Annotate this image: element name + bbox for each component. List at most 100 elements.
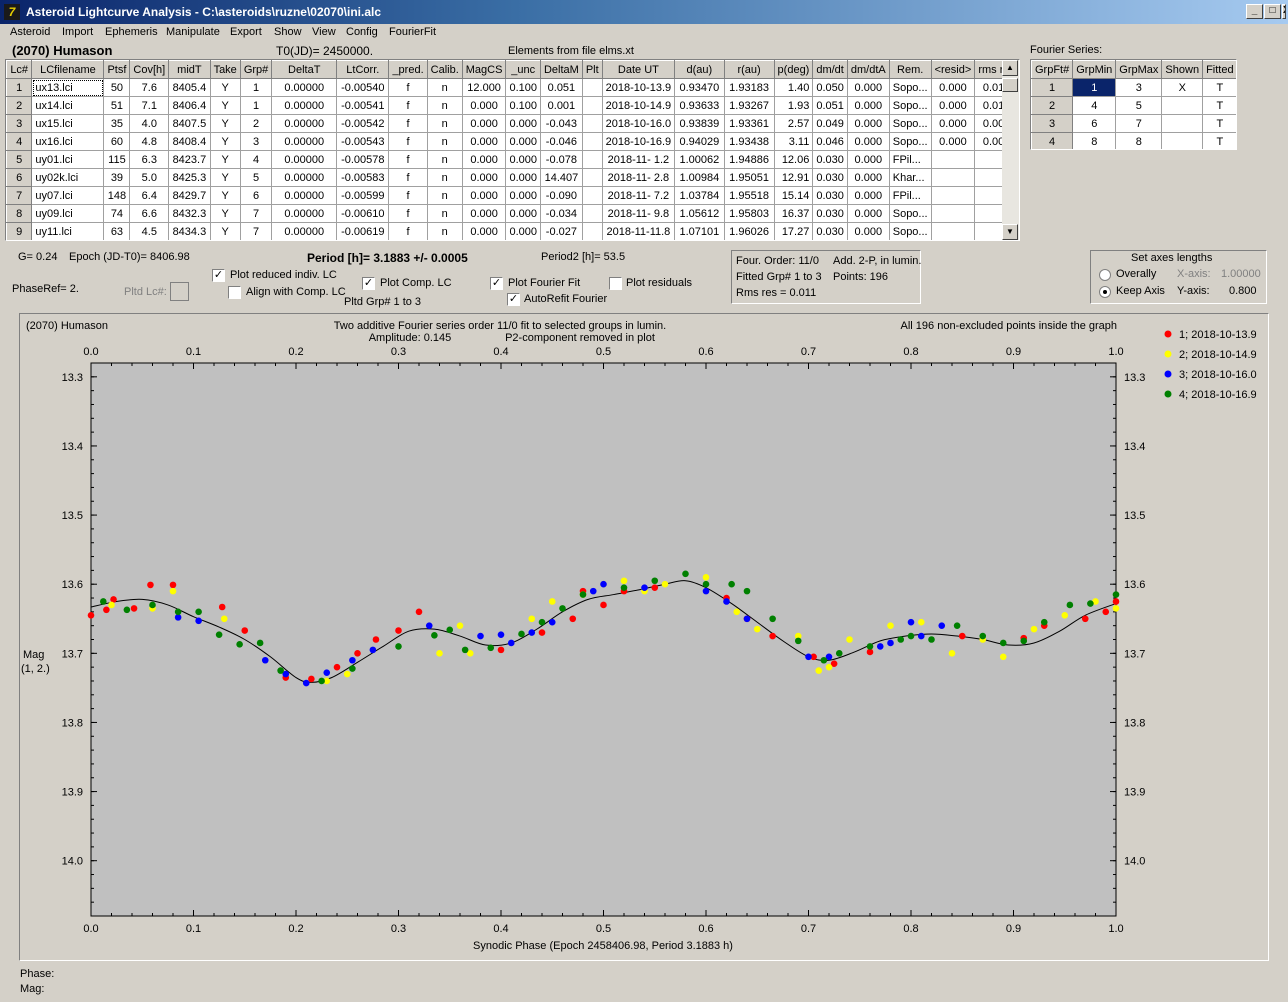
table-cell[interactable]: FPil...	[888, 150, 932, 169]
table-cell[interactable]: uy02k.lci	[31, 168, 105, 187]
table-cell[interactable]: 0.94029	[674, 132, 725, 151]
table-cell[interactable]: 0.000	[461, 150, 507, 169]
table-cell[interactable]: 2018-11- 9.8	[601, 204, 676, 223]
table-row[interactable]: 7 uy07.lci 148 6.4 8429.7 Y 6 0.00000 -0.00599 f n…	[6, 186, 1019, 205]
table-cell[interactable]: -0.027	[539, 222, 583, 240]
table-cell[interactable]: 0.00000	[271, 114, 338, 133]
table-cell[interactable]: 0.030	[812, 168, 848, 187]
table-cell[interactable]	[581, 186, 603, 205]
yaxis-value[interactable]: 0.800	[1229, 285, 1257, 297]
table-cell[interactable]: 8406.4	[168, 96, 211, 115]
table-cell[interactable]	[930, 150, 976, 169]
lc-column-header[interactable]: r(au)	[723, 60, 775, 79]
table-cell[interactable]: 8408.4	[168, 132, 211, 151]
table-cell[interactable]: 4	[1072, 96, 1117, 115]
table-cell[interactable]: Y	[209, 222, 241, 240]
table-cell[interactable]: 4.5	[129, 222, 170, 240]
table-cell[interactable]	[581, 168, 603, 187]
table-cell[interactable]: 0.00000	[271, 96, 338, 115]
scroll-down-icon[interactable]: ▼	[1002, 224, 1018, 240]
table-cell[interactable]: 2018-11- 1.2	[601, 150, 676, 169]
table-cell[interactable]: f	[388, 78, 428, 97]
table-cell[interactable]: f	[388, 204, 428, 223]
pltd-lc-spinner[interactable]	[170, 282, 189, 301]
table-cell[interactable]	[581, 96, 603, 115]
table-cell[interactable]: 3	[239, 132, 273, 151]
table-cell[interactable]: 1.93	[773, 96, 814, 115]
table-cell[interactable]: 4	[6, 132, 33, 151]
lc-column-header[interactable]: MagCS	[461, 60, 507, 79]
lc-column-header[interactable]: LCfilename	[31, 60, 105, 79]
table-cell[interactable]: 0.000	[461, 186, 507, 205]
table-cell[interactable]: n	[426, 186, 463, 205]
table-cell[interactable]	[930, 168, 976, 187]
table-cell[interactable]: -0.00619	[336, 222, 390, 240]
table-cell[interactable]: 6	[1072, 114, 1117, 133]
table-cell[interactable]: Y	[209, 168, 241, 187]
table-cell[interactable]: 12.000	[461, 78, 507, 97]
table-cell[interactable]: n	[426, 150, 463, 169]
table-cell[interactable]: 0.00000	[271, 204, 338, 223]
table-cell[interactable]: uy11.lci	[31, 222, 105, 240]
fourier-column-header[interactable]: GrpFt#	[1031, 60, 1074, 79]
table-cell[interactable]: 1.03784	[674, 186, 725, 205]
table-cell[interactable]: ux16.lci	[31, 132, 105, 151]
table-cell[interactable]: 0.049	[812, 114, 848, 133]
table-cell[interactable]: 0.000	[505, 168, 541, 187]
table-cell[interactable]: f	[388, 150, 428, 169]
minimize-button[interactable]: _	[1246, 4, 1263, 19]
table-cell[interactable]	[930, 204, 976, 223]
table-cell[interactable]: 0.030	[812, 222, 848, 240]
table-cell[interactable]: 0.000	[461, 168, 507, 187]
table-cell[interactable]: 12.06	[773, 150, 814, 169]
plot-fourier-checkbox[interactable]: ✓	[490, 277, 503, 290]
table-cell[interactable]: ux14.lci	[31, 96, 105, 115]
table-cell[interactable]: 0.030	[812, 150, 848, 169]
table-cell[interactable]: 1.00984	[674, 168, 725, 187]
lc-column-header[interactable]: _unc	[505, 60, 541, 79]
table-cell[interactable]: 0.030	[812, 204, 848, 223]
table-cell[interactable]: f	[388, 132, 428, 151]
table-cell[interactable]: 0.000	[846, 204, 890, 223]
menu-show[interactable]: Show	[274, 26, 302, 38]
table-cell[interactable]: 1	[6, 78, 33, 97]
table-cell[interactable]: 0.93470	[674, 78, 725, 97]
table-cell[interactable]: -0.034	[539, 204, 583, 223]
table-cell[interactable]: T	[1202, 96, 1236, 115]
table-cell[interactable]: 4	[1031, 132, 1074, 149]
table-cell[interactable]: 7	[239, 222, 273, 240]
fourier-column-header[interactable]: Shown	[1161, 60, 1204, 79]
table-cell[interactable]: 2	[6, 96, 33, 115]
table-cell[interactable]: 1.96026	[723, 222, 775, 240]
table-cell[interactable]: 1.95803	[723, 204, 775, 223]
table-cell[interactable]: 0.00000	[271, 222, 338, 240]
table-cell[interactable]: n	[426, 204, 463, 223]
table-cell[interactable]: 8405.4	[168, 78, 211, 97]
table-cell[interactable]: 3.11	[773, 132, 814, 151]
lc-column-header[interactable]: Calib.	[426, 60, 463, 79]
table-cell[interactable]: n	[426, 96, 463, 115]
lc-table[interactable]: Lc# LCfilename Ptsf Cov[h] midT Take Grp# Delta…	[6, 60, 1019, 240]
table-cell[interactable]: 0.000	[505, 204, 541, 223]
lc-column-header[interactable]: Take	[209, 60, 241, 79]
table-cell[interactable]: 0.051	[539, 78, 583, 97]
table-cell[interactable]: 0.051	[812, 96, 848, 115]
plot-reduced-checkbox[interactable]: ✓	[212, 269, 225, 282]
table-cell[interactable]: 8432.3	[168, 204, 211, 223]
table-cell[interactable]: Y	[209, 150, 241, 169]
table-cell[interactable]: 148	[103, 186, 131, 205]
table-cell[interactable]: 4.0	[129, 114, 170, 133]
table-cell[interactable]: 0.000	[461, 96, 507, 115]
fourier-column-header[interactable]: GrpMax	[1115, 60, 1163, 79]
table-cell[interactable]: ux15.lci	[31, 114, 105, 133]
plot-comp-checkbox[interactable]: ✓	[362, 277, 375, 290]
lc-column-header[interactable]: Date UT	[601, 60, 676, 79]
table-cell[interactable]: 1.93267	[723, 96, 775, 115]
table-cell[interactable]: Sopo...	[888, 204, 932, 223]
table-cell[interactable]: 63	[103, 222, 131, 240]
lightcurve-svg[interactable]: 0.0 0.0 0.1 0.1 0.2 0.2 0.3 0.3 0.4 0.4 0.5 0.5 0.6 0…	[20, 314, 1268, 960]
table-cell[interactable]: n	[426, 78, 463, 97]
menu-export[interactable]: Export	[230, 26, 262, 38]
table-cell[interactable]: 0.000	[930, 114, 976, 133]
